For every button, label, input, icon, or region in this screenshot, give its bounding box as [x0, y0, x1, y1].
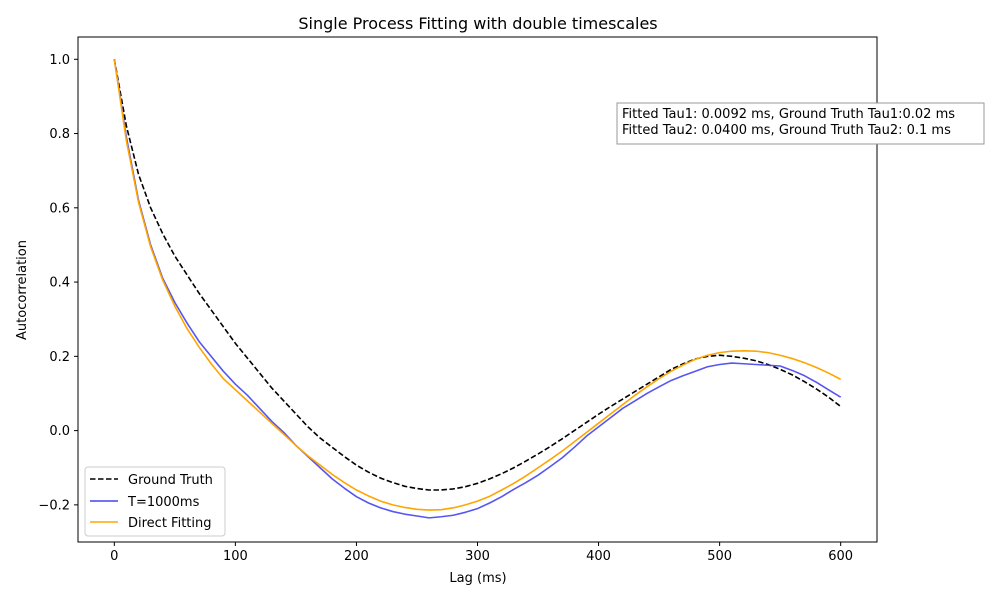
annotation-line-1: Fitted Tau1: 0.0092 ms, Ground Truth Tau… — [622, 107, 955, 122]
annotation-line-2: Fitted Tau2: 0.0400 ms, Ground Truth Tau… — [622, 123, 951, 138]
legend-label-t1000: T=1000ms — [127, 495, 200, 510]
y-tick-label: 0.0 — [49, 424, 70, 439]
x-axis-title: Lag (ms) — [449, 571, 506, 586]
x-tick-label: 400 — [586, 549, 611, 564]
y-tick-label: −0.2 — [38, 498, 70, 513]
y-axis-title: Autocorrelation — [15, 240, 30, 340]
y-tick-label: 0.4 — [49, 276, 70, 291]
series-line-t1000 — [113, 59, 842, 519]
x-tick-label: 300 — [465, 549, 490, 564]
x-tick-label: 600 — [828, 549, 853, 564]
chart-title: Single Process Fitting with double times… — [298, 14, 657, 33]
x-tick-label: 200 — [344, 549, 369, 564]
series-line-ground-truth — [113, 59, 842, 491]
y-tick-label: 0.2 — [49, 350, 70, 365]
x-axis: 0 100 200 300 400 500 600 — [110, 542, 853, 564]
y-tick-label: 1.0 — [49, 53, 70, 68]
legend-label-direct-fitting: Direct Fitting — [128, 516, 212, 531]
y-axis: −0.2 0.0 0.2 0.4 0.6 0.8 1.0 — [38, 53, 78, 513]
series-line-direct-fitting — [113, 59, 842, 511]
legend-label-ground-truth: Ground Truth — [128, 473, 213, 488]
x-tick-label: 0 — [110, 549, 118, 564]
series-layer — [113, 59, 842, 519]
x-tick-label: 500 — [707, 549, 732, 564]
y-tick-label: 0.8 — [49, 127, 70, 142]
x-tick-label: 100 — [223, 549, 248, 564]
legend: Ground Truth T=1000ms Direct Fitting — [84, 466, 226, 537]
y-tick-label: 0.6 — [49, 201, 70, 216]
annotation-box: Fitted Tau1: 0.0092 ms, Ground Truth Tau… — [616, 102, 985, 145]
